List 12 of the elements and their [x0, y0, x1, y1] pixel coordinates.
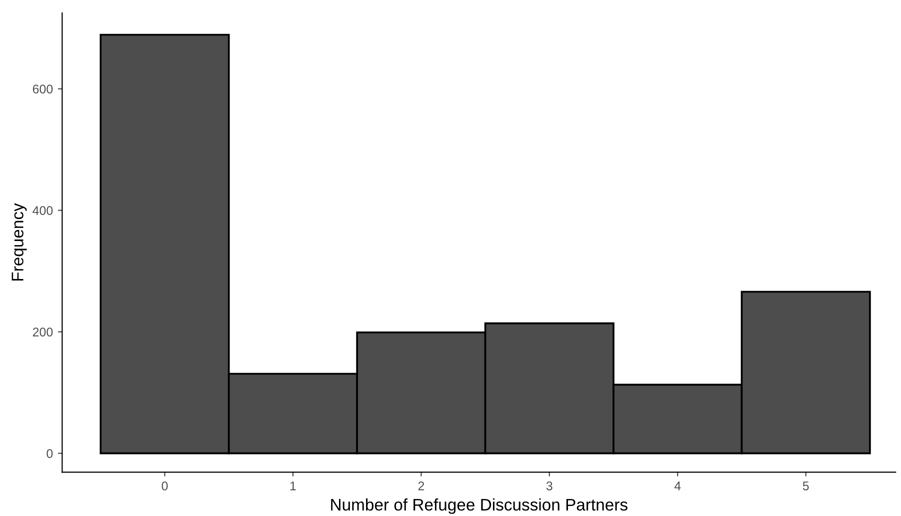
x-tick-label: 0: [162, 482, 168, 490]
x-tick-label: 2: [418, 482, 424, 490]
y-tick-label: 600: [32, 84, 53, 94]
y-tick-label: 200: [32, 328, 53, 336]
x-axis-title: Number of Refugee Discussion Partners: [331, 498, 628, 514]
x-tick-label: 1: [290, 482, 296, 490]
x-tick-label: 5: [802, 482, 809, 490]
y-tick-label: 400: [32, 206, 53, 215]
x-tick-label: 3: [546, 482, 552, 490]
x-tick-label: 4: [674, 482, 681, 490]
y-axis-title: Frequency: [12, 203, 27, 281]
y-tick-label: 0: [46, 449, 53, 458]
